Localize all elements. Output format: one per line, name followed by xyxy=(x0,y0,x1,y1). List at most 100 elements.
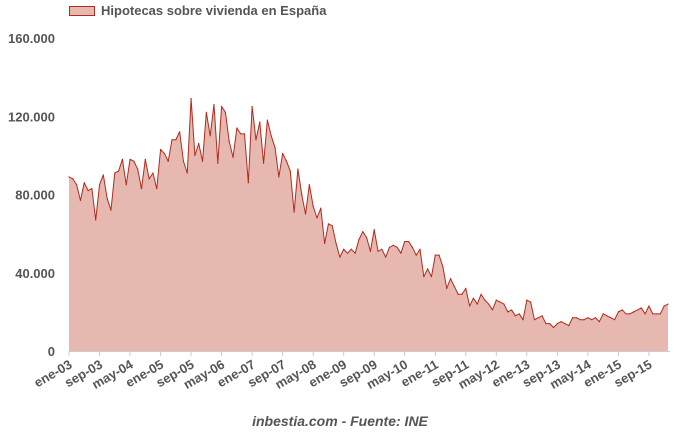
data-point[interactable] xyxy=(423,276,425,278)
data-point[interactable] xyxy=(270,135,272,137)
data-point[interactable] xyxy=(610,317,612,319)
data-point[interactable] xyxy=(327,223,330,225)
data-point[interactable] xyxy=(663,305,665,307)
data-point[interactable] xyxy=(259,121,261,123)
data-point[interactable] xyxy=(564,323,566,325)
data-point[interactable] xyxy=(251,105,253,108)
data-point[interactable] xyxy=(419,248,421,250)
data-point[interactable] xyxy=(297,168,299,170)
data-point[interactable] xyxy=(385,256,387,258)
data-point[interactable] xyxy=(209,135,211,137)
data-point[interactable] xyxy=(163,152,165,155)
data-point[interactable] xyxy=(377,250,379,252)
data-point[interactable] xyxy=(404,240,406,243)
data-point[interactable] xyxy=(274,146,276,149)
data-point[interactable] xyxy=(591,319,593,321)
data-point[interactable] xyxy=(461,293,463,295)
data-point[interactable] xyxy=(316,217,318,219)
data-point[interactable] xyxy=(434,254,436,256)
data-point[interactable] xyxy=(358,238,360,241)
data-point[interactable] xyxy=(438,254,440,256)
data-point[interactable] xyxy=(648,305,650,307)
data-point[interactable] xyxy=(228,141,230,143)
data-point[interactable] xyxy=(598,321,600,323)
data-point[interactable] xyxy=(289,170,291,172)
data-point[interactable] xyxy=(537,317,539,319)
data-point[interactable] xyxy=(304,213,307,215)
data-point[interactable] xyxy=(415,254,417,256)
data-point[interactable] xyxy=(114,172,116,174)
data-point[interactable] xyxy=(541,315,543,317)
data-point[interactable] xyxy=(488,303,490,305)
data-point[interactable] xyxy=(503,303,505,305)
data-point[interactable] xyxy=(533,319,536,321)
data-point[interactable] xyxy=(343,248,345,250)
data-point[interactable] xyxy=(293,211,295,213)
data-point[interactable] xyxy=(594,317,597,319)
data-point[interactable] xyxy=(510,309,513,311)
data-point[interactable] xyxy=(76,184,78,186)
data-point[interactable] xyxy=(140,188,143,190)
data-point[interactable] xyxy=(194,154,196,156)
data-point[interactable] xyxy=(68,176,70,178)
data-point[interactable] xyxy=(365,236,368,239)
data-point[interactable] xyxy=(453,285,455,288)
data-point[interactable] xyxy=(247,182,249,184)
data-point[interactable] xyxy=(396,246,398,248)
data-point[interactable] xyxy=(369,250,372,252)
data-point[interactable] xyxy=(640,307,642,309)
data-point[interactable] xyxy=(167,160,169,162)
data-point[interactable] xyxy=(137,168,139,170)
data-point[interactable] xyxy=(159,148,162,151)
data-point[interactable] xyxy=(499,301,501,303)
data-point[interactable] xyxy=(221,105,223,108)
data-point[interactable] xyxy=(106,197,108,200)
data-point[interactable] xyxy=(312,205,314,207)
data-point[interactable] xyxy=(83,182,85,184)
data-point[interactable] xyxy=(95,219,97,221)
data-point[interactable] xyxy=(472,297,475,299)
data-point[interactable] xyxy=(476,303,478,305)
data-point[interactable] xyxy=(552,326,555,329)
data-point[interactable] xyxy=(171,139,173,141)
data-point[interactable] xyxy=(308,184,310,186)
data-point[interactable] xyxy=(182,160,185,162)
data-point[interactable] xyxy=(282,152,284,155)
data-point[interactable] xyxy=(102,174,104,176)
data-point[interactable] xyxy=(121,158,124,160)
data-point[interactable] xyxy=(587,317,589,319)
data-point[interactable] xyxy=(625,313,627,315)
data-point[interactable] xyxy=(98,184,101,186)
data-point[interactable] xyxy=(125,184,127,186)
data-point[interactable] xyxy=(602,313,604,315)
data-point[interactable] xyxy=(240,133,242,135)
data-point[interactable] xyxy=(621,309,623,311)
data-point[interactable] xyxy=(549,323,551,325)
data-point[interactable] xyxy=(518,313,520,315)
data-point[interactable] xyxy=(480,293,482,295)
data-point[interactable] xyxy=(266,119,268,121)
data-point[interactable] xyxy=(507,311,509,313)
data-point[interactable] xyxy=(217,162,219,164)
data-point[interactable] xyxy=(118,170,120,172)
data-point[interactable] xyxy=(354,252,356,254)
data-point[interactable] xyxy=(469,305,471,307)
data-point[interactable] xyxy=(568,324,570,327)
data-point[interactable] xyxy=(144,158,146,160)
data-point[interactable] xyxy=(262,162,265,164)
data-point[interactable] xyxy=(205,111,207,113)
data-point[interactable] xyxy=(522,319,524,321)
data-point[interactable] xyxy=(636,309,639,311)
data-point[interactable] xyxy=(491,309,494,311)
area-fill[interactable] xyxy=(69,98,668,351)
data-point[interactable] xyxy=(198,143,200,145)
data-point[interactable] xyxy=(613,319,616,321)
data-point[interactable] xyxy=(514,315,516,317)
data-point[interactable] xyxy=(545,323,547,325)
data-point[interactable] xyxy=(430,276,433,278)
data-point[interactable] xyxy=(346,252,349,254)
data-point[interactable] xyxy=(629,313,631,315)
data-point[interactable] xyxy=(179,131,181,133)
data-point[interactable] xyxy=(388,246,391,248)
data-point[interactable] xyxy=(236,127,238,129)
